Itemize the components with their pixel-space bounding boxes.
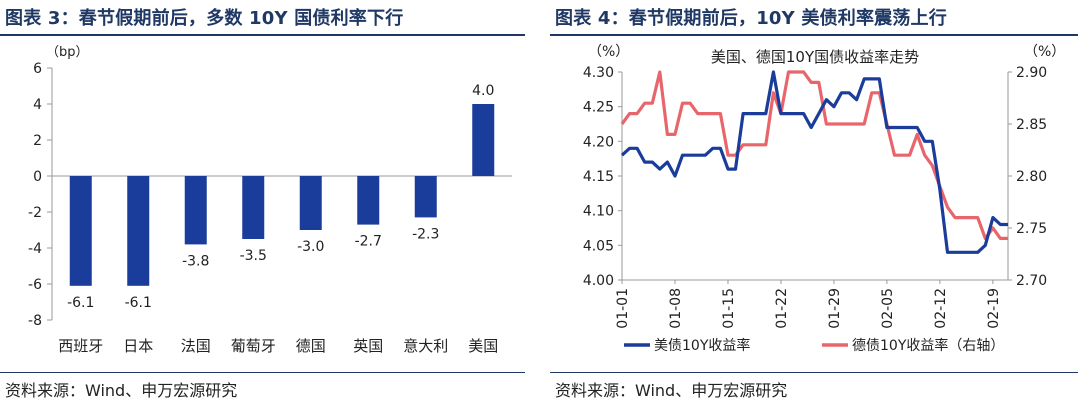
x-category-label: 英国 — [353, 337, 383, 355]
y-tick-label: -6 — [28, 277, 42, 293]
x-tick-label: 02-05 — [880, 288, 896, 329]
source-divider — [550, 372, 1078, 373]
bar-data-label: 4.0 — [472, 83, 494, 99]
left-tick-label: 4.00 — [583, 273, 614, 289]
bar-data-label: -6.1 — [67, 295, 94, 311]
bar — [357, 176, 380, 225]
us-10y-line — [620, 70, 1008, 254]
figure-3-title: 图表 3：春节假期前后，多数 10Y 国债利率下行 — [5, 8, 404, 29]
y-tick-label: -4 — [28, 241, 42, 257]
bar-data-label: -2.3 — [412, 226, 439, 242]
chart-title: 美国、德国10Y国债收益率走势 — [711, 48, 919, 66]
x-tick-label: 01-29 — [827, 288, 843, 329]
bar — [69, 176, 92, 286]
right-tick-label: 2.70 — [1016, 273, 1047, 289]
x-category-label: 西班牙 — [58, 337, 103, 355]
line-chart: （%） （%） 美国、德国10Y国债收益率走势 4.30 4.25 4.20 4.15 4.1… — [583, 44, 1065, 354]
source-divider — [0, 372, 525, 373]
bar-data-label: -2.7 — [355, 234, 382, 250]
bar — [184, 176, 207, 245]
bar-data-label: -3.5 — [240, 248, 267, 264]
bar-data-label: -6.1 — [125, 295, 152, 311]
figure-4-source: 资料来源：Wind、申万宏源研究 — [555, 381, 788, 400]
bar — [127, 176, 150, 286]
bar — [472, 104, 495, 176]
x-tick-label: 01-15 — [721, 288, 737, 329]
de-10y-line — [620, 70, 1008, 240]
y-axis-unit: （bp） — [46, 45, 89, 60]
y-tick-label: 0 — [33, 169, 42, 185]
x-tick-label: 01-08 — [668, 288, 684, 329]
x-category-label: 德国 — [296, 337, 326, 355]
left-tick-label: 4.15 — [583, 169, 614, 185]
bar-chart: （bp） 6 4 2 0 -2 -4 -6 -8 -6.1 西班牙 -6.1 日本 -3.8 法国 -3.5 葡… — [28, 45, 512, 355]
bar-data-label: -3.0 — [297, 239, 324, 255]
bar-data-label: -3.8 — [182, 253, 209, 269]
y-tick-label: 4 — [33, 97, 42, 113]
left-axis-unit: （%） — [588, 44, 629, 60]
bar — [299, 176, 322, 230]
left-tick-label: 4.30 — [583, 65, 614, 81]
legend-label-us: 美债10Y收益率 — [654, 337, 750, 354]
x-tick-label: 02-19 — [986, 288, 1002, 329]
right-axis-unit: （%） — [1024, 44, 1065, 60]
bar — [414, 176, 437, 218]
y-tick-label: -2 — [28, 205, 42, 221]
x-tick-label: 01-22 — [774, 288, 790, 329]
figure-3-source: 资料来源：Wind、申万宏源研究 — [5, 381, 238, 400]
right-tick-label: 2.90 — [1016, 65, 1047, 81]
x-category-label: 美国 — [468, 337, 498, 355]
bar — [242, 176, 265, 239]
y-tick-label: 6 — [33, 61, 42, 77]
y-tick-label: 2 — [33, 133, 42, 149]
title-divider — [550, 34, 1078, 36]
right-tick-label: 2.75 — [1016, 221, 1047, 237]
left-tick-label: 4.20 — [583, 134, 614, 150]
x-category-label: 意大利 — [403, 337, 448, 355]
x-tick-label: 01-01 — [615, 288, 631, 329]
left-tick-label: 4.05 — [583, 238, 614, 254]
right-tick-label: 2.85 — [1016, 117, 1047, 133]
legend-label-de: 德债10Y收益率（右轴） — [852, 337, 1004, 354]
title-divider — [0, 34, 525, 36]
right-tick-label: 2.80 — [1016, 169, 1047, 185]
figure-3-panel: 图表 3：春节假期前后，多数 10Y 国债利率下行 （bp） 6 4 2 0 -2 -4 -6… — [0, 0, 530, 401]
y-tick-label: -8 — [28, 313, 42, 329]
left-tick-label: 4.25 — [583, 100, 614, 116]
left-tick-label: 4.10 — [583, 204, 614, 220]
x-category-label: 法国 — [181, 337, 211, 355]
x-category-label: 日本 — [123, 337, 153, 355]
figure-4-panel: 图表 4：春节假期前后，10Y 美债利率震荡上行 （%） （%） 美国、德国10Y国… — [550, 0, 1080, 401]
x-category-label: 葡萄牙 — [231, 337, 276, 355]
x-tick-label: 02-12 — [933, 288, 949, 329]
figure-4-title: 图表 4：春节假期前后，10Y 美债利率震荡上行 — [555, 8, 947, 29]
